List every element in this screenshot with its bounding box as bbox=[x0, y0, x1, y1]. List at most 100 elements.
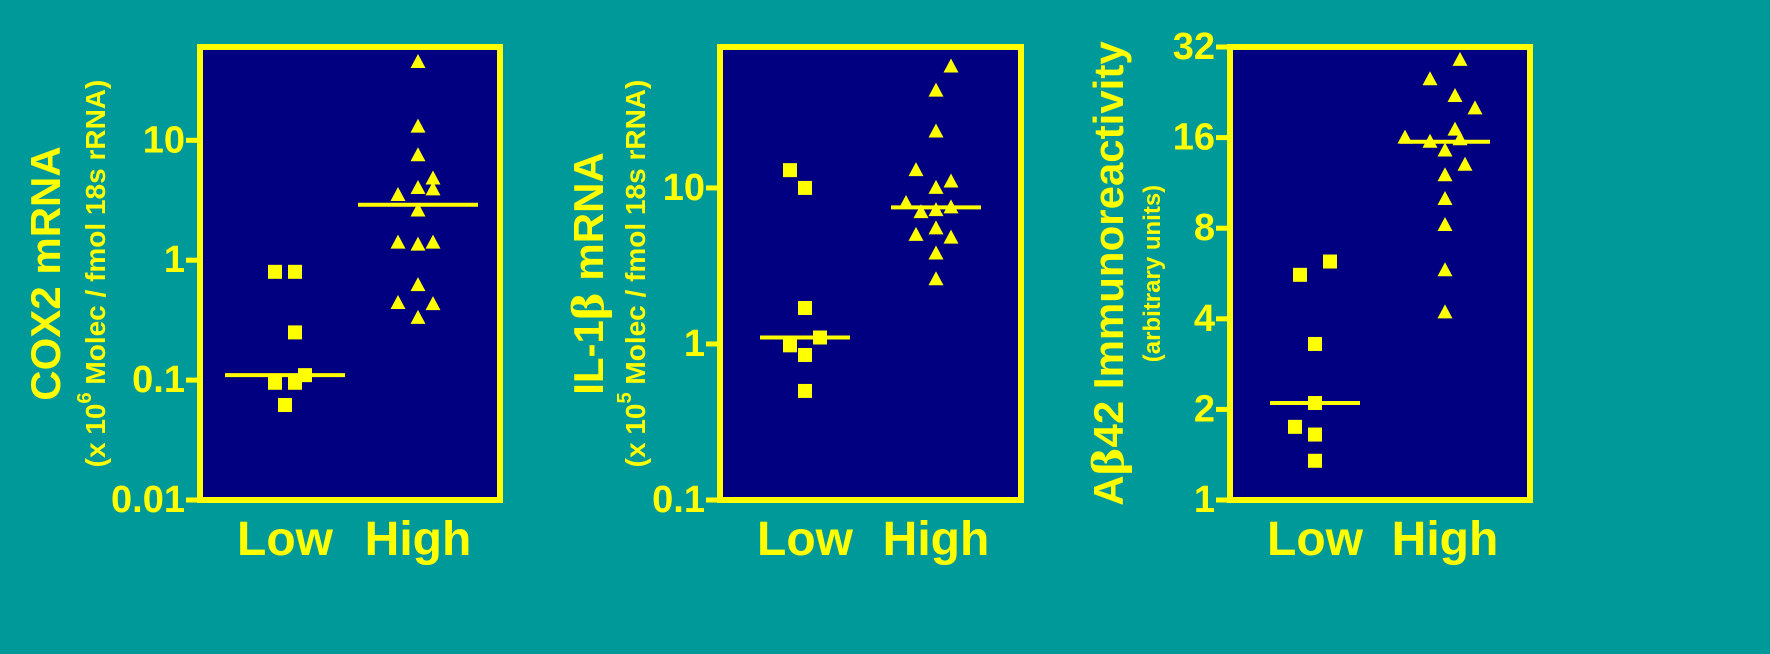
data-point-square bbox=[288, 264, 302, 279]
data-point-square bbox=[1288, 419, 1302, 434]
y-tick-label: 1 bbox=[1194, 479, 1215, 521]
y-tick-label: 0.1 bbox=[132, 359, 185, 401]
data-point-triangle bbox=[410, 53, 426, 68]
data-point-triangle bbox=[928, 82, 944, 97]
data-point-triangle bbox=[410, 277, 426, 292]
y-tick-label: 32 bbox=[1173, 26, 1215, 68]
y-axis-subtitle: (x 106 Molec / fmol 18s rRNA) bbox=[74, 80, 111, 468]
y-axis-subtitle-text: Molec / fmol 18s rRNA) bbox=[620, 80, 651, 393]
data-point-triangle bbox=[410, 202, 426, 217]
data-point-square bbox=[798, 180, 812, 195]
x-category-label: High bbox=[883, 513, 990, 566]
data-point-triangle bbox=[390, 294, 406, 309]
y-axis-subtitle-text: (x 10 bbox=[80, 404, 111, 468]
data-point-square bbox=[783, 163, 797, 178]
data-point-triangle bbox=[1457, 156, 1473, 171]
y-axis-subtitle-exponent: 5 bbox=[614, 392, 636, 403]
data-point-triangle bbox=[410, 147, 426, 162]
data-point-triangle bbox=[1447, 121, 1463, 136]
data-point-square bbox=[798, 347, 812, 362]
plot-area bbox=[197, 44, 503, 503]
data-point-triangle bbox=[410, 118, 426, 133]
y-axis-subtitle-text: (arbitrary units) bbox=[1139, 185, 1166, 362]
y-axis-subtitle-text: Molec / fmol 18s rRNA) bbox=[80, 80, 111, 393]
data-point-square bbox=[1308, 427, 1322, 442]
x-category-label: High bbox=[1392, 513, 1499, 566]
data-point-triangle bbox=[913, 204, 929, 219]
data-point-triangle bbox=[390, 186, 406, 201]
data-point-triangle bbox=[410, 180, 426, 195]
data-point-square bbox=[278, 397, 292, 412]
y-axis-title-text: mRNA bbox=[565, 152, 612, 292]
y-axis-title-greek: β bbox=[564, 292, 613, 320]
data-point-triangle bbox=[1437, 191, 1453, 206]
data-point-square bbox=[1308, 336, 1322, 351]
x-category-label: Low bbox=[237, 513, 334, 566]
data-point-triangle bbox=[390, 234, 406, 249]
x-category-label: Low bbox=[757, 513, 854, 566]
data-point-square bbox=[268, 264, 282, 279]
y-tick-label: 16 bbox=[1173, 117, 1215, 159]
data-point-triangle bbox=[1437, 167, 1453, 182]
data-point-triangle bbox=[928, 123, 944, 138]
data-point-square bbox=[1323, 254, 1337, 269]
data-point-square bbox=[288, 325, 302, 340]
data-point-triangle bbox=[425, 170, 441, 185]
y-axis-title-greek: β bbox=[1084, 447, 1133, 475]
y-tick-label: 0.01 bbox=[111, 479, 185, 521]
y-axis-subtitle: (x 105 Molec / fmol 18s rRNA) bbox=[614, 80, 651, 468]
x-category-label: Low bbox=[1267, 513, 1364, 566]
data-point-square bbox=[288, 375, 302, 390]
y-axis-subtitle-exponent: 6 bbox=[74, 392, 96, 403]
y-tick-label: 0.1 bbox=[652, 479, 705, 521]
data-point-triangle bbox=[1422, 71, 1438, 86]
data-point-triangle bbox=[943, 173, 959, 188]
data-point-triangle bbox=[425, 181, 441, 196]
data-point-square bbox=[268, 375, 282, 390]
data-point-triangle bbox=[410, 309, 426, 324]
data-point-triangle bbox=[1437, 216, 1453, 231]
y-axis-title-text: IL-1 bbox=[565, 320, 612, 395]
data-point-triangle bbox=[425, 234, 441, 249]
x-category-label: High bbox=[365, 513, 472, 566]
data-point-triangle bbox=[1452, 51, 1468, 66]
data-point-square bbox=[798, 300, 812, 315]
data-point-triangle bbox=[410, 236, 426, 251]
data-point-triangle bbox=[943, 229, 959, 244]
y-axis-title: COX2 mRNA bbox=[22, 146, 69, 400]
data-point-triangle bbox=[425, 296, 441, 311]
data-point-triangle bbox=[928, 245, 944, 260]
y-tick-label: 10 bbox=[663, 167, 705, 209]
data-point-triangle bbox=[908, 162, 924, 177]
data-point-triangle bbox=[928, 271, 944, 286]
y-axis-subtitle: (arbitrary units) bbox=[1139, 185, 1166, 362]
y-axis-title-text: A bbox=[1085, 475, 1132, 505]
y-axis-subtitle-text: (x 10 bbox=[620, 404, 651, 468]
plot-area bbox=[1227, 44, 1533, 503]
data-point-square bbox=[1308, 453, 1322, 468]
y-tick-label: 2 bbox=[1194, 388, 1215, 430]
y-tick-label: 1 bbox=[684, 323, 705, 365]
data-point-triangle bbox=[1437, 262, 1453, 277]
data-point-triangle bbox=[1447, 87, 1463, 102]
y-axis-title: IL-1β mRNA bbox=[564, 152, 613, 395]
data-point-triangle bbox=[1437, 304, 1453, 319]
data-point-square bbox=[798, 383, 812, 398]
y-axis-title: Aβ42 Immunoreactivity bbox=[1084, 41, 1133, 506]
data-point-triangle bbox=[928, 179, 944, 194]
data-point-triangle bbox=[928, 220, 944, 235]
plot-area bbox=[717, 44, 1024, 503]
y-tick-label: 10 bbox=[143, 119, 185, 161]
y-axis-title-text: COX2 mRNA bbox=[22, 146, 69, 400]
data-point-square bbox=[783, 338, 797, 353]
data-point-triangle bbox=[1437, 142, 1453, 157]
y-tick-label: 1 bbox=[164, 239, 185, 281]
data-point-square bbox=[1293, 267, 1307, 282]
data-point-triangle bbox=[1467, 100, 1483, 115]
y-axis-title-text: 42 Immunoreactivity bbox=[1085, 41, 1132, 448]
data-point-triangle bbox=[943, 58, 959, 73]
